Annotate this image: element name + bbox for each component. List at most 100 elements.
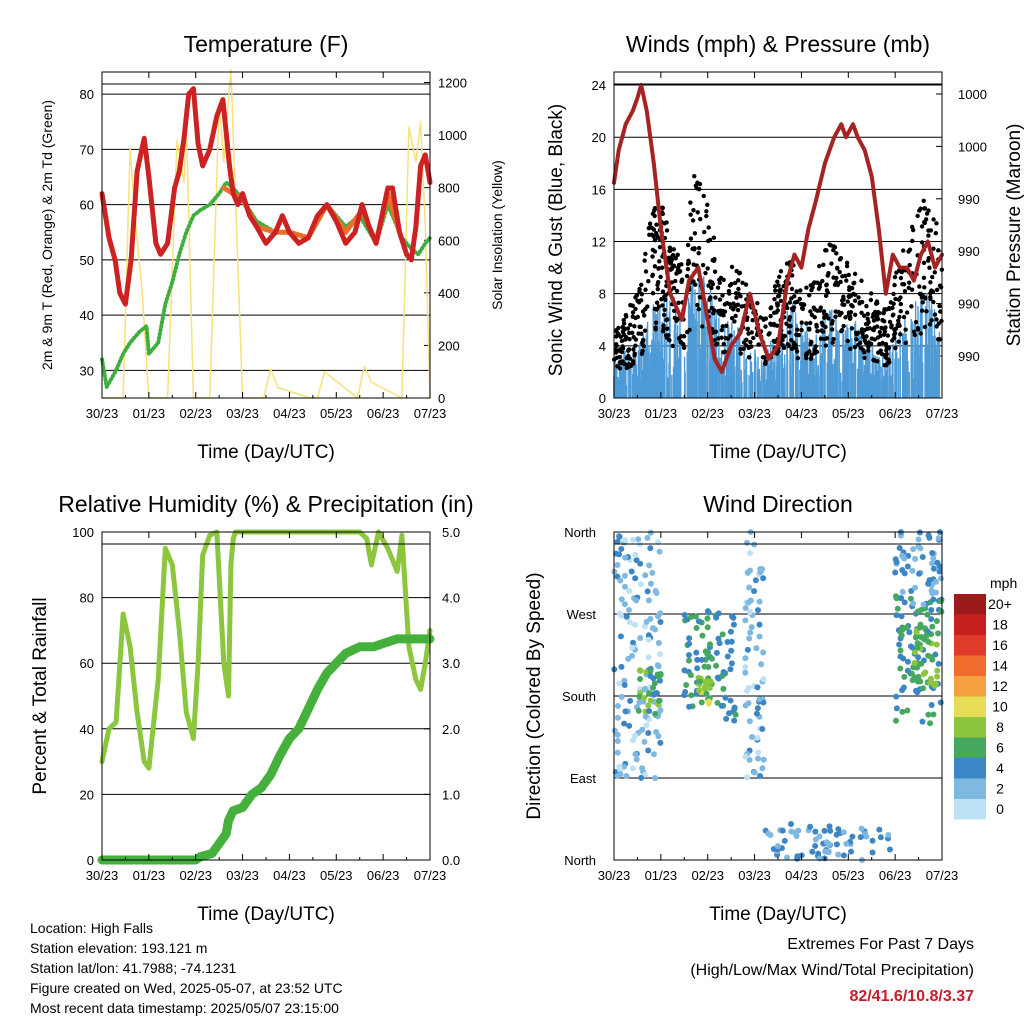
gust-point [938,309,943,314]
gust-point [772,284,778,289]
gust-point [615,363,620,369]
direction-point [914,644,921,651]
direction-point [702,648,709,655]
chart-title: Winds (mph) & Pressure (mb) [626,31,930,57]
station-info: Location: High Falls Station elevation: … [30,918,343,1018]
gust-point [621,317,626,323]
gust-point [795,355,801,361]
direction-point [632,551,639,558]
direction-point [746,584,753,591]
gust-point [829,327,835,332]
gust-point [841,302,847,308]
gust-point [771,310,777,315]
gust-point [864,303,869,309]
gust-point [624,314,629,319]
gust-point [929,288,934,293]
direction-point [622,708,629,715]
gust-point [885,333,891,338]
gust-point [732,319,737,324]
gust-point [668,261,674,266]
direction-point [915,608,922,615]
gust-point [863,321,869,327]
direction-point [708,655,715,662]
gust-point [880,318,885,323]
direction-point [683,682,690,689]
direction-point [693,649,700,656]
y-axis-label: 2m & 9m T (Red, Orange) & 2m Td (Green) [39,100,55,370]
gust-point [837,269,842,275]
gust-point [655,282,660,288]
gust-point [768,313,773,319]
y-tick-label: 70 [80,142,94,157]
direction-point [656,548,663,555]
gust-point [808,309,813,314]
y-tick-label: 20 [592,130,606,145]
direction-point [929,549,936,556]
gust-point [650,291,656,296]
gust-point [695,302,700,308]
gust-point [891,312,896,317]
gust-point [630,330,635,336]
gust-point [913,319,919,325]
direction-point [637,634,644,641]
gust-point [809,339,814,345]
gust-point [885,360,891,365]
gust-point [657,259,662,264]
direction-point [754,705,761,712]
gust-point [771,321,777,327]
gust-point [634,292,640,298]
gust-point [849,285,855,291]
direction-point [628,568,635,575]
gust-point [872,358,877,363]
gust-point [661,323,666,328]
location-text: Location: High Falls [30,920,153,936]
gust-point [852,271,858,277]
gust-point [901,282,907,287]
direction-point [621,682,628,689]
gust-point [720,293,725,298]
gust-point [910,224,915,230]
gust-point [796,332,801,338]
plot-frame [101,531,431,861]
x-tick-label: 05/23 [832,406,865,421]
gust-point [812,314,817,320]
gust-point [626,330,632,336]
latlon-text: Station lat/lon: 41.7988; -74.1231 [30,960,237,976]
y2-tick-label: 1200 [438,76,467,91]
direction-point [899,708,906,715]
direction-point [933,617,940,624]
gust-point [823,324,828,330]
gust-point [934,287,940,292]
y-tick-label: 16 [592,182,606,197]
direction-point [758,661,765,668]
gust-point [712,269,718,274]
gust-point [657,245,663,250]
direction-point [900,684,907,691]
legend-label: 0 [996,801,1004,817]
gust-point [823,343,829,348]
y-tick-label: 60 [80,198,94,213]
direction-point [649,625,656,632]
direction-point [626,587,633,594]
direction-point [899,588,906,595]
gust-point [686,258,691,263]
direction-point [904,563,911,570]
direction-point [886,846,893,853]
direction-point [934,673,941,680]
x-tick-label: 01/23 [645,406,678,421]
gust-point [696,245,702,251]
direction-point [744,688,751,695]
direction-point [686,640,693,647]
direction-point [614,738,621,745]
legend-label: 12 [992,678,1008,694]
direction-point [641,738,648,745]
gust-point [688,212,693,217]
gust-point [845,299,850,304]
y-tick-label: 80 [80,87,94,102]
gust-point [647,221,653,226]
gust-point [819,320,825,325]
direction-point [935,660,942,667]
direction-point [647,668,654,675]
direction-point [931,682,938,689]
direction-point [907,643,914,650]
